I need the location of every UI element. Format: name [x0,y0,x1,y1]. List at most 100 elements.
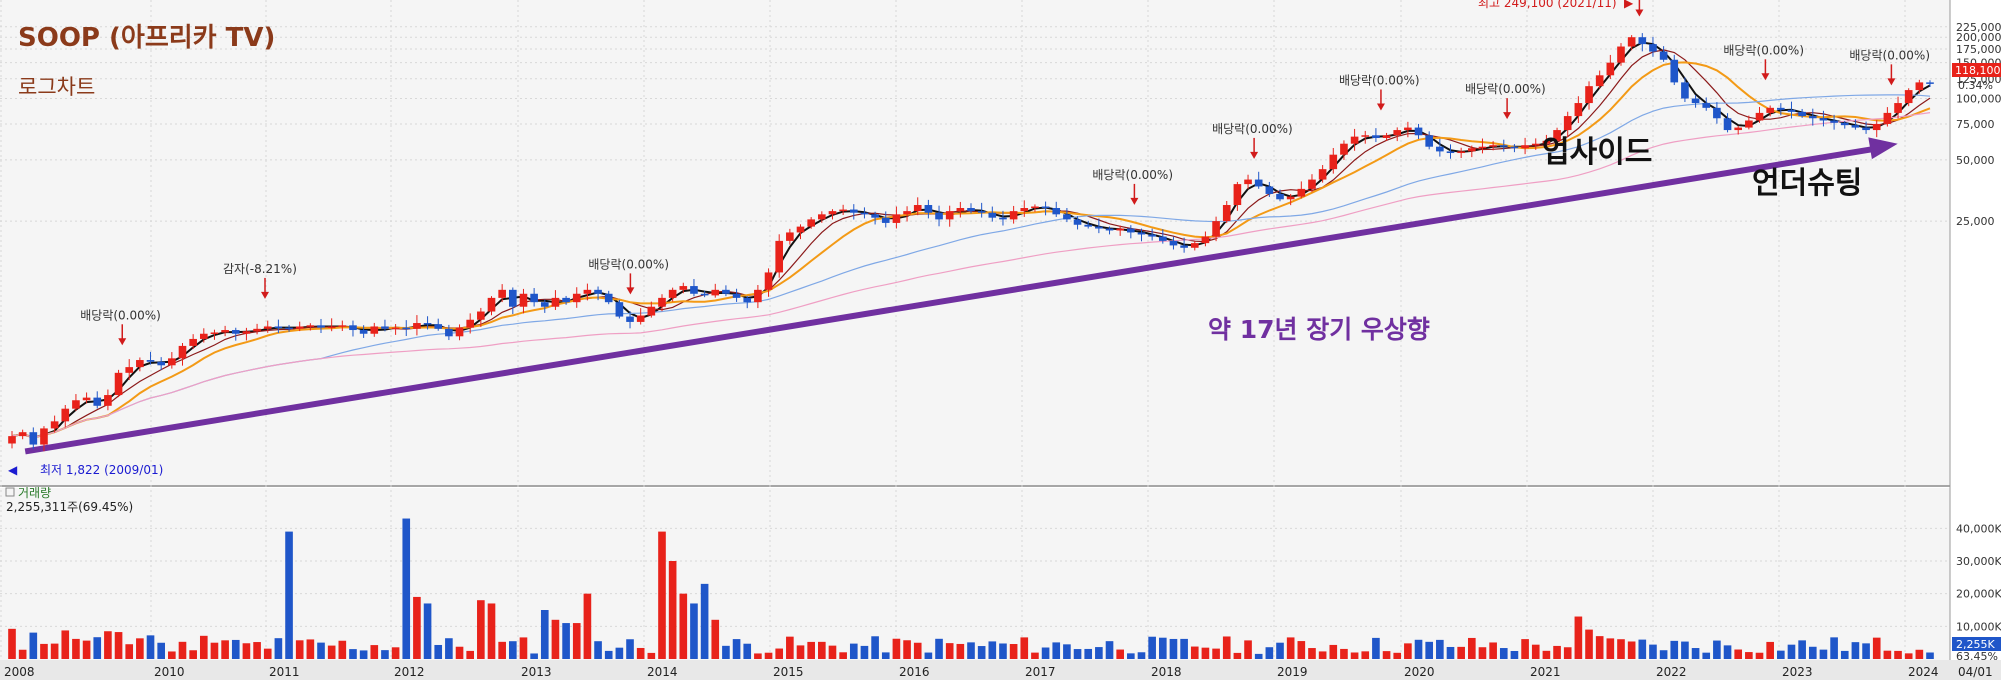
candle-body [668,289,677,298]
candle-body [636,315,645,322]
volume-bar [1286,637,1295,659]
volume-bar [1190,646,1199,659]
candle-body [1382,135,1391,138]
candle-body [29,432,38,445]
volume-bar [1009,644,1018,659]
volume-bar [1745,652,1753,659]
candle-body [679,286,688,290]
event-arrow-icon [1503,112,1512,120]
candle-body [892,214,901,223]
volume-tick-label: 10,000K [1956,620,2001,633]
candle-body [1020,208,1029,212]
volume-bar [988,641,997,659]
volume-bar [1052,642,1061,659]
candle-body [1574,103,1583,117]
candle-body [1212,221,1220,237]
volume-bar [1457,646,1465,659]
candle-body [189,338,197,346]
candle-body [1830,120,1838,123]
candle-body [178,345,187,359]
candle-body [1563,116,1572,131]
volume-tick-label: 20,000K [1956,588,2001,601]
price-tick-label: 100,000 [1956,93,2001,106]
candle-body [1915,82,1924,91]
volume-bar [189,650,197,659]
candle-body [999,217,1007,220]
candle-body [1201,236,1210,244]
candle-body [1158,236,1167,241]
volume-bar [967,642,975,659]
volume-bar [146,635,155,659]
candle-body [242,331,251,334]
candle-body [658,297,666,307]
candle-body [1702,103,1711,108]
volume-bar [1350,652,1359,659]
candle-body [615,302,624,317]
volume-bar [40,643,48,659]
volume-bar [1649,644,1657,659]
candle-body [722,289,730,294]
volume-bar [1276,642,1284,659]
volume-bar [359,650,368,659]
candle-body [327,326,336,328]
candle-body [1766,107,1774,113]
candle-body [700,293,709,296]
volume-bar [1265,647,1274,659]
volume-bar [1372,637,1380,659]
trend-arrow-line [24,145,1877,455]
price-tick-label: 175,000 [1956,43,2001,56]
candle-body [1840,122,1849,126]
event-label: 배당락(0.00%) [1465,82,1546,96]
volume-bar [711,619,720,659]
year-label: 2012 [394,665,425,679]
volume-bar [1137,652,1146,659]
candle-body [1723,118,1732,131]
candle-body [1851,125,1860,128]
candle-body [796,226,805,233]
candle-body [1606,62,1615,76]
candle-body [839,209,847,212]
volume-bar [295,640,304,659]
volume-bar [1702,652,1711,659]
volume-bar [679,593,688,659]
volume-bar [1563,647,1572,659]
event-arrow-icon [1250,151,1259,159]
candle-body [317,325,325,328]
high-arrow-icon: ▶ [1624,0,1634,10]
event-label: 배당락(0.00%) [1212,122,1293,136]
year-label: 2024 [1908,665,1939,679]
candle-body [168,358,176,366]
candle-body [945,211,954,220]
volume-bar [1574,616,1583,659]
candle-body [1265,186,1274,194]
candle-body [871,214,879,218]
price-tick-label: 50,000 [1956,154,1995,167]
volume-bar [1915,649,1924,659]
candle-body [1808,116,1817,119]
volume-bar [1254,653,1263,659]
candle-body [1649,44,1657,52]
price-change-value: 0.34% [1958,79,1993,92]
volume-panel-toggle-icon[interactable] [5,487,15,497]
volume-summary: 2,255,311주(69.45%) [6,500,133,514]
candle-body [1489,145,1497,147]
volume-bar [104,631,112,659]
year-label: 2022 [1656,665,1687,679]
trend-annotation: 약 17년 장기 우상향 [1208,315,1430,344]
low-arrow-icon: ◀ [8,463,18,477]
event-arrow-icon [1887,78,1896,86]
volume-bar [1553,645,1561,659]
volume-bar [658,531,666,659]
volume-bars [8,518,1934,659]
candle-body [807,219,815,227]
volume-bar [1393,652,1402,659]
volume-bar [796,645,805,659]
volume-bar [1894,650,1902,659]
volume-bar [242,643,251,659]
volume-bar [1595,636,1604,659]
candle-body [1787,109,1796,112]
candle-body [732,293,741,298]
candle-body [1894,103,1902,113]
volume-bar [1531,644,1540,659]
